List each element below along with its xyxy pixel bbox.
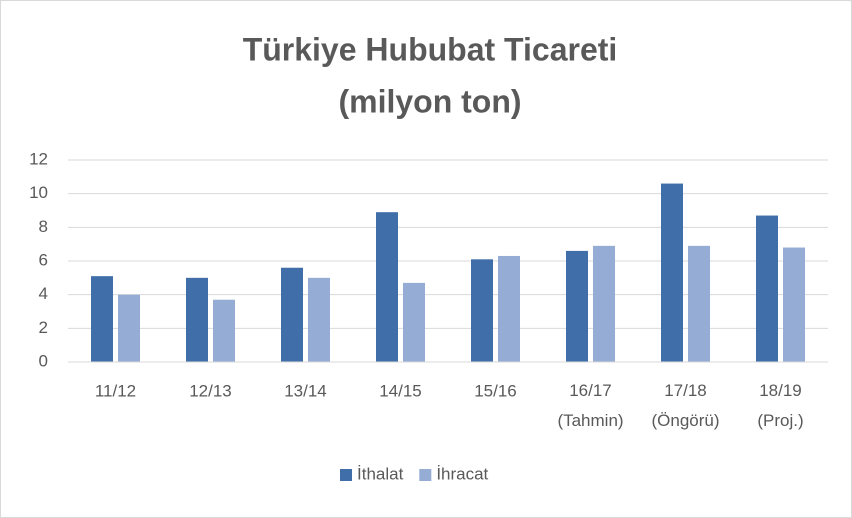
bar xyxy=(186,277,208,362)
x-tick-label: 13/14 xyxy=(284,381,327,400)
bar xyxy=(566,250,588,362)
bar xyxy=(281,267,303,362)
bar xyxy=(688,245,710,362)
y-tick-label: 12 xyxy=(29,149,48,168)
bar xyxy=(783,247,805,362)
bar xyxy=(376,212,398,362)
x-tick-label: 12/13 xyxy=(189,381,232,400)
x-tick-label: 14/15 xyxy=(379,381,422,400)
x-tick-label: 11/12 xyxy=(95,381,136,400)
chart-title: Türkiye Hububat Ticareti xyxy=(243,31,618,67)
y-tick-label: 2 xyxy=(39,318,48,337)
y-tick-label: 0 xyxy=(39,351,48,370)
y-tick-label: 6 xyxy=(39,250,48,269)
bar xyxy=(308,277,330,362)
bar xyxy=(91,276,113,362)
y-tick-label: 10 xyxy=(29,183,48,202)
bar xyxy=(403,282,425,362)
legend-swatch xyxy=(340,469,352,481)
x-tick-label: 18/19 (Proj.) xyxy=(757,381,803,430)
bar xyxy=(471,259,493,362)
y-tick-label: 4 xyxy=(39,284,48,303)
x-tick-label: 16/17 (Tahmin) xyxy=(557,381,623,430)
bar xyxy=(498,255,520,362)
legend-label: İhracat xyxy=(436,464,488,483)
x-tick-label: 17/18 (Öngörü) xyxy=(651,381,719,430)
bar xyxy=(661,183,683,362)
y-tick-label: 8 xyxy=(39,217,48,236)
bar xyxy=(118,294,140,362)
legend-swatch xyxy=(419,469,432,481)
bar xyxy=(593,245,615,362)
x-tick-label: 15/16 xyxy=(474,381,517,400)
bar xyxy=(213,299,235,362)
legend-label: İthalat xyxy=(357,464,404,483)
chart-subtitle: (milyon ton) xyxy=(338,83,521,119)
bar xyxy=(756,215,778,362)
